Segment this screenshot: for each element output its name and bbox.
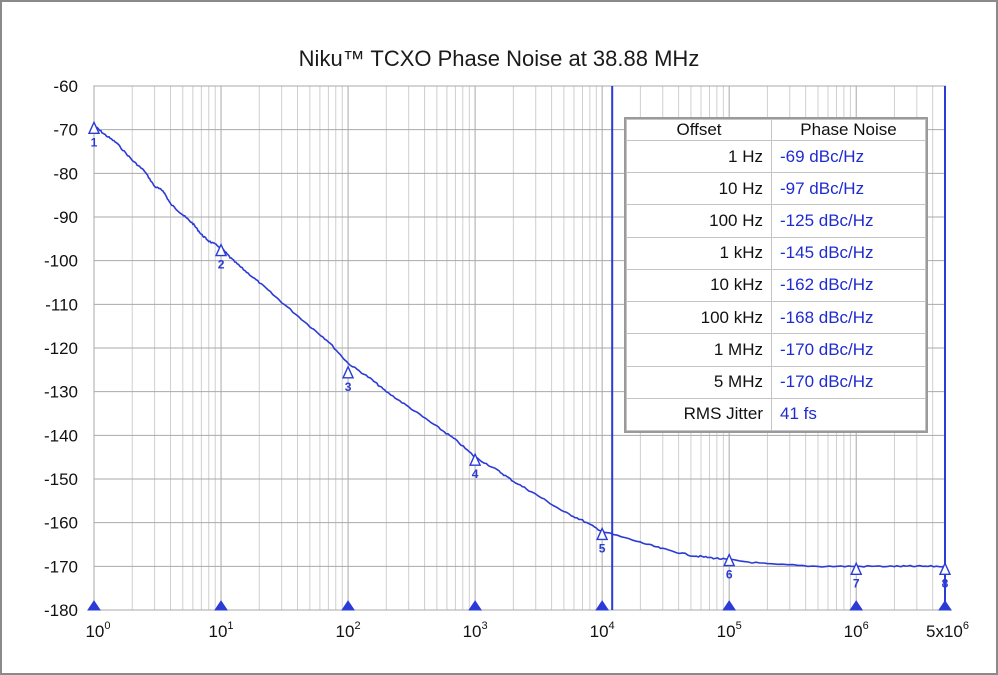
offset-cell: 1 MHz xyxy=(626,333,772,367)
marker-label: 1 xyxy=(91,135,98,149)
table-row: 1 MHz -170 dBc/Hz xyxy=(626,333,926,367)
phase-noise-table: Offset Phase Noise 1 Hz -69 dBc/Hz 10 Hz -… xyxy=(624,117,928,433)
offset-cell: 10 kHz xyxy=(626,268,772,303)
phase-noise-cell: -97 dBc/Hz xyxy=(771,172,926,206)
axis-marker-triangle xyxy=(468,600,483,611)
x-tick-label: 103 xyxy=(463,620,488,641)
markers: 1 2 3 4 5 6 7 8 xyxy=(87,120,952,611)
axis-marker-triangle xyxy=(938,600,952,611)
offset-cell: RMS Jitter xyxy=(626,397,772,432)
y-tick-labels: -60 -70 -80 -90 -100 -110 -120 -130 -140 -150 -160… xyxy=(44,77,78,620)
offset-cell: 100 Hz xyxy=(626,204,772,238)
marker-triangle xyxy=(469,452,482,466)
marker-triangle xyxy=(341,365,355,379)
marker-triangle xyxy=(723,552,736,567)
marker-label: 2 xyxy=(218,258,225,272)
marker-triangle xyxy=(850,561,863,576)
phase-noise-cell: -145 dBc/Hz xyxy=(771,236,926,270)
cursor-lines xyxy=(611,86,946,610)
marker-label: 5 xyxy=(599,541,606,555)
x-tick-label: 105 xyxy=(717,620,742,641)
y-tick-label: -160 xyxy=(44,514,78,533)
phase-noise-cell: -170 dBc/Hz xyxy=(771,365,926,399)
x-tick-label: 5x106 xyxy=(926,620,969,641)
offset-cell: 100 kHz xyxy=(626,301,772,335)
marker-triangle xyxy=(938,561,952,576)
marker-label: 8 xyxy=(942,576,949,590)
y-tick-label: -110 xyxy=(45,295,78,314)
axis-marker-triangle xyxy=(214,600,228,611)
table-row: 100 Hz -125 dBc/Hz xyxy=(626,204,926,238)
y-tick-label: -120 xyxy=(44,339,78,358)
axis-marker-triangle xyxy=(595,600,610,611)
y-tick-label: -140 xyxy=(44,426,78,445)
marker-label: 7 xyxy=(853,576,860,590)
marker-label: 4 xyxy=(472,467,479,481)
phase-noise-cell: 41 fs xyxy=(771,397,926,432)
marker-label: 3 xyxy=(345,380,352,394)
phase-noise-curve xyxy=(93,124,946,568)
column-header-phase-noise: Phase Noise xyxy=(771,119,926,141)
phase-noise-cell: -170 dBc/Hz xyxy=(771,333,926,367)
offset-cell: 1 Hz xyxy=(626,139,772,174)
offset-cell: 10 Hz xyxy=(626,172,772,206)
table-row: 10 kHz -162 dBc/Hz xyxy=(626,268,926,303)
marker-triangle xyxy=(87,120,101,134)
table-row: 100 kHz -168 dBc/Hz xyxy=(626,301,926,335)
x-tick-labels: 100 101 102 103 104 105 106 5x106 xyxy=(85,620,969,641)
column-header-offset: Offset xyxy=(626,119,772,141)
x-tick-label: 100 xyxy=(85,620,110,641)
table-row: 1 kHz -145 dBc/Hz xyxy=(626,236,926,270)
table-header-row: Offset Phase Noise xyxy=(626,119,926,141)
chart-title: Niku™ TCXO Phase Noise at 38.88 MHz xyxy=(298,46,700,71)
x-tick-label: 104 xyxy=(590,620,615,641)
y-tick-label: -60 xyxy=(53,77,78,96)
marker-triangle xyxy=(214,242,228,257)
y-tick-label: -130 xyxy=(44,383,78,402)
axis-marker-triangle xyxy=(849,600,864,611)
phase-noise-cell: -69 dBc/Hz xyxy=(771,139,926,174)
x-tick-label: 101 xyxy=(209,620,234,641)
x-tick-label: 106 xyxy=(844,620,869,641)
y-tick-label: -100 xyxy=(44,252,78,271)
y-tick-label: -70 xyxy=(53,121,78,140)
table-row: 10 Hz -97 dBc/Hz xyxy=(626,172,926,206)
y-tick-label: -80 xyxy=(53,164,78,183)
axis-marker-triangle xyxy=(87,600,101,611)
axis-marker-triangle xyxy=(341,600,356,611)
phase-noise-cell: -125 dBc/Hz xyxy=(771,204,926,238)
table-row: 1 Hz -69 dBc/Hz xyxy=(626,139,926,174)
marker-triangle xyxy=(596,526,609,541)
y-tick-label: -90 xyxy=(53,208,78,227)
phase-noise-cell: -162 dBc/Hz xyxy=(771,268,926,303)
y-tick-label: -180 xyxy=(44,601,78,620)
offset-cell: 1 kHz xyxy=(626,236,772,270)
table-row: 5 MHz -170 dBc/Hz xyxy=(626,365,926,399)
y-tick-label: -150 xyxy=(44,470,78,489)
phase-noise-cell: -168 dBc/Hz xyxy=(771,301,926,335)
table-row: RMS Jitter 41 fs xyxy=(626,397,926,432)
y-tick-label: -170 xyxy=(44,557,78,576)
axis-marker-triangle xyxy=(722,600,737,611)
x-tick-label: 102 xyxy=(336,620,361,641)
marker-label: 6 xyxy=(726,568,733,582)
offset-cell: 5 MHz xyxy=(626,365,772,399)
